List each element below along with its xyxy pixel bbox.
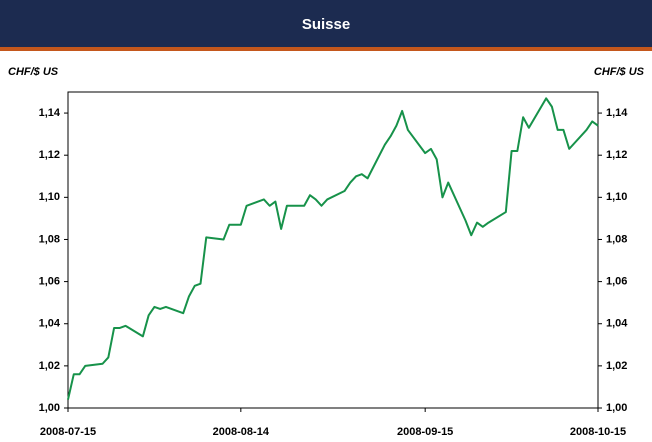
x-tick-label: 2008-10-15	[570, 426, 626, 438]
header-rule	[0, 47, 652, 51]
y2-axis-label: CHF/$ US	[594, 66, 645, 78]
y-tick-label: 1,00	[39, 402, 60, 414]
y2-tick-label: 1,00	[606, 402, 627, 414]
x-tick-label: 2008-08-14	[213, 426, 270, 438]
x-tick-label: 2008-09-15	[397, 426, 453, 438]
data-line	[67, 97, 599, 400]
y2-tick-label: 1,04	[606, 318, 628, 330]
header-bar	[0, 0, 652, 47]
chart-title: Suisse	[302, 16, 350, 33]
y2-tick-label: 1,12	[606, 149, 627, 161]
y-tick-label: 1,06	[39, 276, 60, 288]
y-tick-label: 1,12	[39, 149, 60, 161]
y-tick-label: 1,02	[39, 360, 60, 372]
y2-tick-label: 1,06	[606, 276, 627, 288]
y-tick-label: 1,04	[39, 318, 61, 330]
y2-tick-label: 1,08	[606, 233, 627, 245]
plot-frame	[67, 91, 599, 409]
y-axis-label: CHF/$ US	[8, 66, 59, 78]
y2-tick-label: 1,02	[606, 360, 627, 372]
y-tick-label: 1,10	[39, 191, 60, 203]
y2-tick-label: 1,10	[606, 191, 627, 203]
x-tick-label: 2008-07-15	[40, 426, 96, 438]
y2-tick-label: 1,14	[606, 107, 628, 119]
y-tick-label: 1,08	[39, 233, 60, 245]
y-tick-label: 1,14	[39, 107, 61, 119]
